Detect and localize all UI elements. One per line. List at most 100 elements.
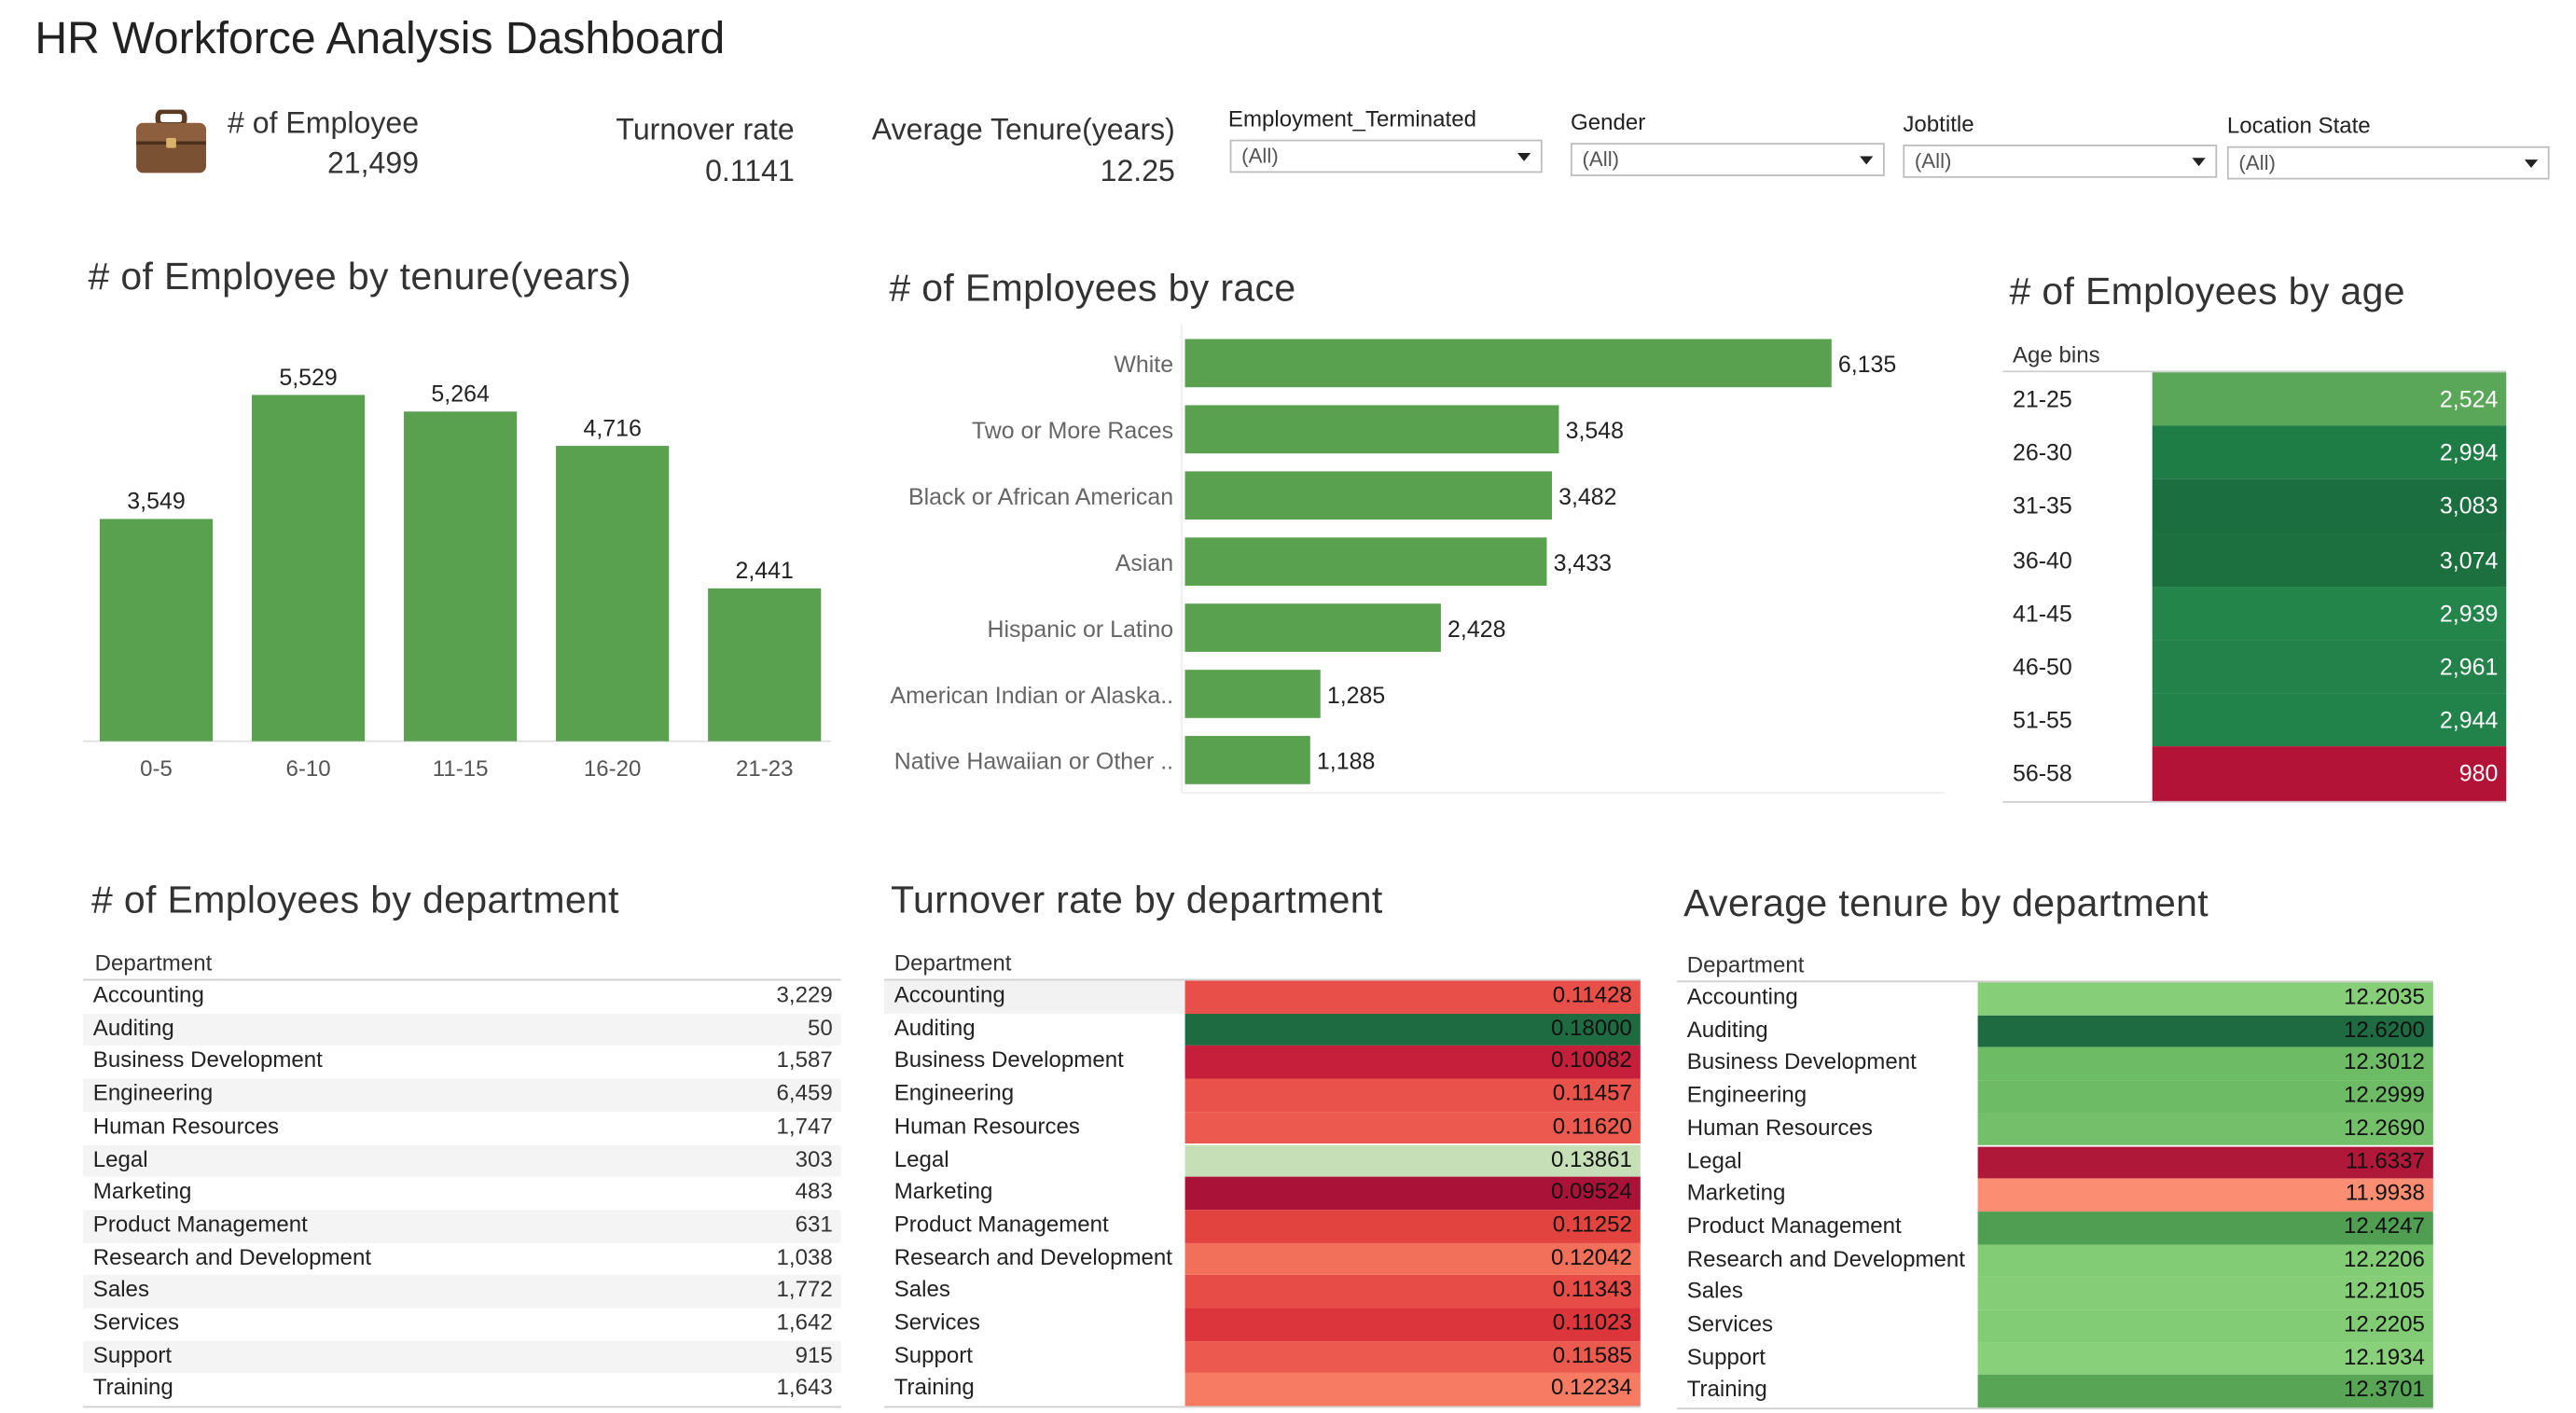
age-row: 21-25 2,524 — [2002, 372, 2507, 426]
turnover-rate-value: 0.11457 — [1552, 1080, 1632, 1106]
department-label: Human Resources — [1686, 1115, 1873, 1141]
turnover-rate-value: 0.12234 — [1550, 1375, 1632, 1401]
employee-count-value: 1,038 — [776, 1243, 833, 1269]
race-bar-chart: White 6,135 Two or More Races 3,548 Black or… — [891, 324, 1945, 794]
table-row: Accounting 12.2035 — [1677, 982, 2433, 1016]
tenure-heat-cell: 12.2105 — [1977, 1277, 2433, 1310]
department-label: Marketing — [1686, 1180, 1786, 1206]
tenure-heat-cell: 12.2206 — [1977, 1243, 2433, 1278]
table-row: Human Resources 1,747 — [83, 1112, 841, 1144]
tenure-bar-chart: 3,549 0-5 5,529 6-10 5,264 11-15 4,716 16-20 2,4… — [83, 365, 831, 782]
employee-count-value: 631 — [795, 1211, 833, 1237]
filter-jobtitle[interactable]: (All) — [1903, 145, 2218, 178]
tenure-heat-cell: 12.2205 — [1977, 1309, 2433, 1343]
average-tenure-value: 12.2205 — [2343, 1310, 2425, 1337]
table-top-rule — [83, 978, 841, 981]
turnover-rate-value: 0.09524 — [1550, 1178, 1632, 1204]
dept-tenure-header: Department — [1686, 952, 1805, 977]
table-bottom-rule — [884, 1406, 1641, 1408]
age-heat-cell: 2,939 — [2152, 586, 2507, 641]
filter-value: (All) — [1914, 149, 1952, 173]
age-row: 56-58 980 — [2002, 746, 2507, 801]
department-label: Training — [893, 1375, 975, 1401]
employee-count-value: 1,642 — [776, 1309, 833, 1335]
department-label: Marketing — [893, 1178, 993, 1204]
filter-value: (All) — [1582, 147, 1620, 172]
tenure-heat-cell: 11.9938 — [1977, 1178, 2433, 1212]
average-tenure-value: 12.2206 — [2343, 1245, 2425, 1271]
department-label: Training — [1686, 1377, 1767, 1402]
department-label: Business Development — [893, 1047, 1124, 1074]
turnover-heat-cell: 0.11585 — [1184, 1340, 1641, 1374]
age-row: 51-55 2,944 — [2002, 693, 2507, 747]
race-bar — [1184, 670, 1321, 718]
turnover-rate-value: 0.11620 — [1552, 1113, 1632, 1139]
table-row: Support 915 — [83, 1340, 841, 1374]
employee-count-value: 483 — [795, 1178, 833, 1204]
turnover-heat-cell: 0.11343 — [1184, 1275, 1641, 1309]
table-row: Auditing 0.18000 — [884, 1013, 1641, 1046]
tenure-heat-cell: 12.2035 — [1977, 982, 2433, 1016]
department-label: Marketing — [92, 1178, 192, 1204]
age-bin-label: 51-55 — [2013, 706, 2072, 734]
department-label: Support — [1686, 1344, 1766, 1369]
tenure-x-tick-label: 11-15 — [433, 756, 489, 782]
filter-employment-terminated[interactable]: (All) — [1229, 139, 1543, 173]
age-count-value: 2,994 — [2439, 438, 2499, 466]
tenure-chart-title: # of Employee by tenure(years) — [88, 254, 631, 298]
tenure-bar — [251, 395, 366, 741]
age-count-value: 2,939 — [2439, 599, 2499, 627]
dept-count-header: Department — [94, 950, 213, 977]
age-heat-cell: 980 — [2152, 746, 2507, 801]
age-count-value: 2,961 — [2439, 653, 2499, 680]
turnover-rate-value: 0.11252 — [1552, 1211, 1632, 1237]
employee-count-value: 1,747 — [776, 1113, 833, 1139]
department-label: Sales — [893, 1277, 950, 1302]
race-bar-value-label: 3,482 — [1558, 484, 1616, 510]
table-row: Training 1,643 — [83, 1374, 841, 1406]
tenure-bar — [556, 446, 670, 741]
table-row: Research and Development 0.12042 — [884, 1242, 1641, 1276]
department-label: Auditing — [893, 1015, 976, 1040]
table-row: Sales 1,772 — [83, 1275, 841, 1309]
turnover-heat-cell: 0.11620 — [1184, 1111, 1641, 1144]
tenure-bar-value-label: 5,264 — [431, 381, 490, 408]
filter-location-state[interactable]: (All) — [2226, 145, 2550, 180]
table-row: Sales 0.11343 — [884, 1275, 1641, 1309]
table-row: Accounting 3,229 — [83, 980, 841, 1013]
table-row: Legal 303 — [83, 1143, 841, 1177]
filter-gender[interactable]: (All) — [1570, 143, 1885, 176]
age-count-value: 2,524 — [2439, 385, 2499, 412]
dept-count-table: Accounting 3,229 Auditing 50 Business Develo… — [83, 978, 841, 1409]
race-bar-value-label: 1,188 — [1317, 749, 1375, 775]
average-tenure-value: 12.4247 — [2343, 1212, 2425, 1239]
department-label: Support — [92, 1342, 173, 1368]
race-bar — [1184, 603, 1441, 652]
filter-label-employment-terminated: Employment_Terminated — [1227, 106, 1477, 132]
chevron-down-icon — [2524, 159, 2539, 168]
age-heat-cell: 2,524 — [2152, 372, 2507, 426]
tenure-heat-cell: 12.3701 — [1977, 1375, 2433, 1408]
age-row: 26-30 2,994 — [2002, 425, 2507, 479]
table-row: Services 0.11023 — [884, 1308, 1641, 1341]
department-label: Accounting — [1686, 983, 1798, 1009]
table-top-rule — [2002, 370, 2507, 373]
dept-count-title: # of Employees by department — [91, 877, 619, 921]
age-heat-cell: 2,944 — [2152, 693, 2507, 747]
chevron-down-icon — [2192, 158, 2206, 167]
department-label: Research and Development — [893, 1243, 1172, 1269]
average-tenure-value: 12.3701 — [2343, 1377, 2425, 1402]
age-bin-label: 46-50 — [2013, 653, 2072, 680]
average-tenure-value: 11.9938 — [2345, 1180, 2425, 1206]
department-label: Human Resources — [92, 1113, 280, 1139]
average-tenure-value: 12.2105 — [2343, 1278, 2425, 1304]
table-row: Legal 11.6337 — [1677, 1145, 2433, 1179]
table-row: Auditing 50 — [83, 1013, 841, 1046]
employees-kpi-label: # of Employee — [227, 106, 420, 140]
dept-turnover-header: Department — [893, 950, 1012, 977]
employee-count-value: 50 — [807, 1015, 833, 1040]
tenure-heat-cell: 12.3012 — [1977, 1047, 2433, 1081]
race-category-label: Two or More Races — [972, 418, 1173, 444]
turnover-heat-cell: 0.10082 — [1184, 1046, 1641, 1079]
dept-tenure-title: Average tenure by department — [1683, 880, 2209, 924]
